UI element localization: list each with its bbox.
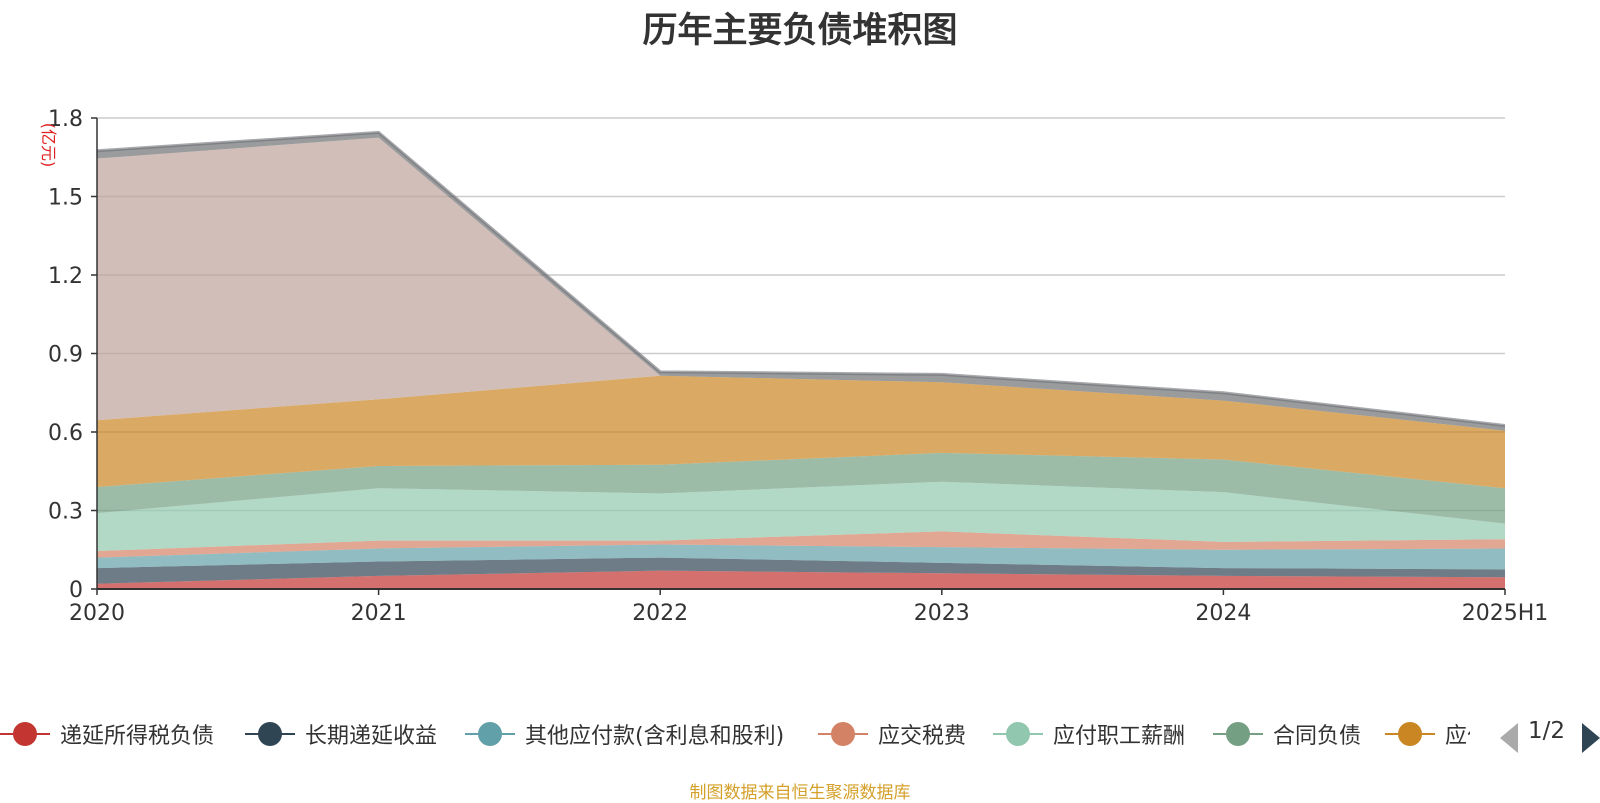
x-tick-label: 2020 — [69, 601, 125, 626]
legend-prev-page-icon[interactable] — [1500, 723, 1518, 753]
legend: 递延所得税负债 长期递延收益 其他应付款(含利息和股利) 应交税费 应付职工薪酬 合同负债… — [0, 716, 1600, 752]
y-axis-unit-label: (亿元) — [39, 123, 58, 168]
area-series — [97, 531, 1505, 558]
x-tick-label: 2024 — [1195, 601, 1251, 626]
area-series — [97, 137, 1505, 431]
area-series — [96, 130, 1506, 589]
area-series — [97, 557, 1505, 584]
y-tick-label: 1.8 — [48, 107, 83, 132]
x-tick-label: 2025H1 — [1462, 601, 1549, 626]
legend-label: 应付账款 — [1445, 724, 1470, 749]
legend-marker-icon — [818, 720, 868, 748]
legend-pager: 1/2 — [1500, 718, 1600, 754]
area-series — [97, 481, 1505, 552]
area-series — [97, 452, 1505, 524]
legend-label: 合同负债 — [1273, 724, 1362, 749]
x-tick-label: 2022 — [632, 601, 688, 626]
x-tick-label: 2021 — [351, 601, 407, 626]
axes: 0 0.3 0.6 0.9 1.2 1.5 1.8 2020 2021 2022 2023 2024 2… — [48, 107, 1548, 626]
legend-marker-icon — [1385, 720, 1435, 748]
area-series — [97, 544, 1505, 570]
legend-label: 应交税费 — [878, 724, 967, 749]
legend-marker-icon — [1213, 720, 1263, 748]
legend-item[interactable]: 其他应付款(含利息和股利) — [465, 716, 784, 752]
legend-item[interactable]: 应付账款 — [1385, 716, 1470, 752]
legend-marker-icon — [0, 720, 50, 748]
legend-next-page-icon[interactable] — [1582, 723, 1600, 753]
legend-label: 应付职工薪酬 — [1053, 724, 1186, 749]
y-tick-label: 0 — [69, 578, 83, 603]
legend-items: 递延所得税负债 长期递延收益 其他应付款(含利息和股利) 应交税费 应付职工薪酬 合同负债… — [0, 716, 1470, 752]
legend-item[interactable]: 长期递延收益 — [245, 716, 437, 752]
legend-item[interactable]: 递延所得税负债 — [0, 716, 214, 752]
area-series — [97, 375, 1505, 489]
legend-page-indicator: 1/2 — [1528, 718, 1566, 744]
y-tick-label: 1.2 — [48, 264, 83, 289]
area-series — [97, 570, 1505, 589]
legend-label: 递延所得税负债 — [60, 724, 215, 749]
legend-label: 长期递延收益 — [305, 724, 438, 749]
legend-item[interactable]: 应交税费 — [818, 716, 966, 752]
y-tick-label: 1.5 — [48, 186, 83, 211]
y-tick-label: 0.3 — [48, 500, 83, 525]
legend-marker-icon — [245, 720, 295, 748]
source-note: 制图数据来自恒生聚源数据库 — [689, 783, 911, 803]
legend-item[interactable]: 应付职工薪酬 — [993, 716, 1185, 752]
y-tick-label: 0.9 — [48, 343, 83, 368]
legend-label: 其他应付款(含利息和股利) — [525, 724, 785, 749]
legend-marker-icon — [993, 720, 1043, 748]
x-tick-label: 2023 — [914, 601, 970, 626]
total-line — [96, 130, 1506, 427]
chart-title: 历年主要负债堆积图 — [642, 11, 958, 51]
legend-item[interactable]: 合同负债 — [1213, 716, 1361, 752]
y-tick-label: 0.6 — [48, 421, 83, 446]
legend-marker-icon — [465, 720, 515, 748]
